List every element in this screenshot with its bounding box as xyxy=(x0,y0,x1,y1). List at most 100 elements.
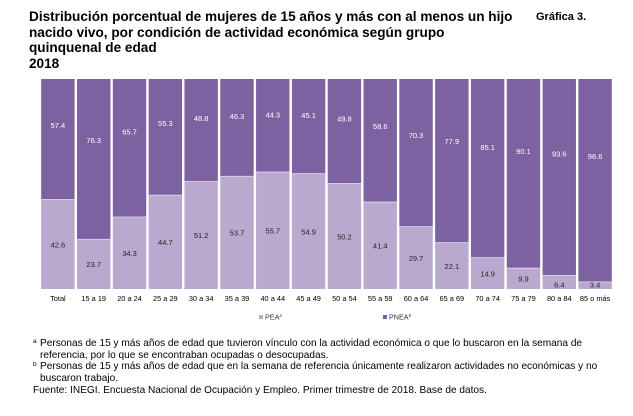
value-label-pnea-1: 76.3 xyxy=(86,136,101,145)
legend: PEAa PNEAb xyxy=(259,313,412,322)
title-year: 2018 xyxy=(29,55,60,71)
value-label-pnea-0: 57.4 xyxy=(51,121,66,130)
legend-swatch-pnea xyxy=(383,315,387,319)
bar-pnea-0 xyxy=(41,79,75,200)
value-label-pnea-7: 45.1 xyxy=(301,111,316,120)
footnote-a-mark: a xyxy=(33,338,37,345)
value-label-pea-12: 14.9 xyxy=(480,269,495,278)
value-label-pea-11: 22.1 xyxy=(445,262,460,271)
value-label-pea-4: 51.2 xyxy=(194,231,209,240)
footnotes: a Personas de 15 y más años de edad que … xyxy=(33,338,623,397)
value-label-pea-9: 41.4 xyxy=(373,242,388,251)
value-label-pnea-9: 58.6 xyxy=(373,122,388,131)
source-note: Fuente: INEGI. Encuesta Nacional de Ocup… xyxy=(33,384,487,396)
value-labels-group: 57.4 42.6 76.3 23.7 65.7 34.3 55.3 44.7 48.8 51.2… xyxy=(51,110,603,289)
bar-pea-8 xyxy=(327,183,362,289)
bar-pnea-15 xyxy=(578,79,612,282)
value-label-pnea-5: 46.3 xyxy=(230,112,245,121)
bar-pea-1 xyxy=(77,239,111,289)
value-label-pnea-2: 65.7 xyxy=(122,127,137,136)
bar-pea-2 xyxy=(112,216,147,289)
chart-title: Distribución porcentual de mujeres de 15… xyxy=(29,9,529,71)
value-label-pea-7: 54.9 xyxy=(301,227,316,236)
x-tick-label-13: 75 a 79 xyxy=(511,294,536,303)
bar-pnea-14 xyxy=(542,79,576,276)
bar-pea-3 xyxy=(148,195,183,289)
bar-pea-9 xyxy=(363,202,397,289)
value-label-pnea-11: 77.9 xyxy=(445,137,460,146)
bar-pnea-11 xyxy=(435,79,469,243)
bar-pnea-9 xyxy=(363,79,397,203)
value-label-pnea-4: 48.8 xyxy=(194,114,209,123)
figure-label: Gráfica 3. xyxy=(536,11,587,23)
bar-pnea-5 xyxy=(220,79,254,177)
bar-pnea-2 xyxy=(112,79,147,217)
x-tick-label-0: Total xyxy=(50,294,66,303)
value-label-pnea-14: 93.6 xyxy=(552,150,567,159)
x-tick-labels-group: Total 15 a 19 20 a 24 25 a 29 30 a 34 35 a 39… xyxy=(50,294,611,303)
bar-pnea-10 xyxy=(399,79,433,227)
bar-pea-14 xyxy=(542,275,576,289)
value-label-pnea-12: 85.1 xyxy=(480,143,495,152)
bar-pea-11 xyxy=(435,242,469,289)
x-tick-label-14: 80 a 84 xyxy=(547,294,572,303)
x-tick-label-6: 40 a 44 xyxy=(260,294,285,303)
x-tick-label-10: 60 a 64 xyxy=(404,294,429,303)
bars-group xyxy=(41,79,612,289)
value-label-pea-2: 34.3 xyxy=(122,249,137,258)
value-label-pnea-15: 96.6 xyxy=(588,152,603,161)
value-label-pea-15: 3.4 xyxy=(590,281,600,290)
legend-label-pnea: PNEAb xyxy=(389,313,412,322)
footnote-a: a Personas de 15 y más años de edad que … xyxy=(33,338,623,361)
bar-pnea-8 xyxy=(327,79,362,184)
bar-pnea-7 xyxy=(291,79,326,174)
x-tick-label-5: 35 a 39 xyxy=(225,294,250,303)
title-line-3: quinquenal de edad xyxy=(29,40,157,55)
bar-pea-6 xyxy=(256,172,290,289)
value-label-pea-5: 53.7 xyxy=(230,229,245,238)
value-label-pnea-10: 70.3 xyxy=(409,131,424,140)
stacked-bar-chart: 57.4 42.6 76.3 23.7 65.7 34.3 55.3 44.7 48.8 51.2… xyxy=(41,79,612,322)
x-tick-label-1: 15 a 19 xyxy=(81,294,106,303)
legend-label-pea: PEAa xyxy=(265,313,282,322)
value-label-pea-1: 23.7 xyxy=(86,260,101,269)
footnote-b-mark: b xyxy=(33,361,37,369)
x-tick-label-4: 30 a 34 xyxy=(189,294,214,303)
bar-pnea-3 xyxy=(148,79,183,196)
bar-pea-15 xyxy=(578,281,612,289)
footnote-b: b Personas de 15 y más años de edad que … xyxy=(33,361,623,384)
x-tick-label-15: 85 o más xyxy=(580,294,611,303)
x-tick-label-9: 55 a 59 xyxy=(368,294,393,303)
bar-pea-13 xyxy=(506,268,541,289)
value-label-pnea-3: 55.3 xyxy=(158,119,173,128)
bar-pnea-1 xyxy=(77,79,111,240)
title-line-2: nacido vivo, por condición de actividad … xyxy=(29,24,445,40)
value-label-pea-10: 29.7 xyxy=(409,254,424,263)
bar-pea-4 xyxy=(184,181,218,289)
legend-swatch-pea xyxy=(259,315,263,319)
bar-pea-12 xyxy=(470,257,505,289)
bar-pea-10 xyxy=(399,226,433,289)
x-tick-label-3: 25 a 29 xyxy=(153,294,178,303)
bar-pea-7 xyxy=(291,173,326,289)
title-line-1: Distribución porcentual de mujeres de 15… xyxy=(29,9,513,24)
value-label-pnea-13: 90.1 xyxy=(516,147,531,156)
bar-pnea-13 xyxy=(506,79,541,269)
x-tick-label-2: 20 a 24 xyxy=(117,294,142,303)
x-tick-label-8: 50 a 54 xyxy=(332,294,357,303)
bar-pea-5 xyxy=(220,176,254,289)
x-tick-label-11: 65 a 69 xyxy=(440,294,465,303)
bar-pnea-12 xyxy=(470,79,505,258)
value-label-pea-0: 42.6 xyxy=(51,240,66,249)
bar-pea-0 xyxy=(41,199,75,289)
value-label-pnea-8: 49.8 xyxy=(337,115,352,124)
value-label-pea-3: 44.7 xyxy=(158,238,173,247)
footnote-b-text: Personas de 15 y más años de edad que en… xyxy=(40,361,598,385)
footnote-a-text: Personas de 15 y más años de edad que tu… xyxy=(40,338,583,361)
value-label-pea-14: 6.4 xyxy=(554,281,564,290)
x-tick-label-7: 45 a 49 xyxy=(296,294,321,303)
value-label-pea-6: 55.7 xyxy=(265,227,280,236)
value-label-pea-8: 50.2 xyxy=(337,232,352,241)
x-tick-label-12: 70 a 74 xyxy=(475,294,500,303)
value-label-pea-13: 9.9 xyxy=(518,275,528,284)
